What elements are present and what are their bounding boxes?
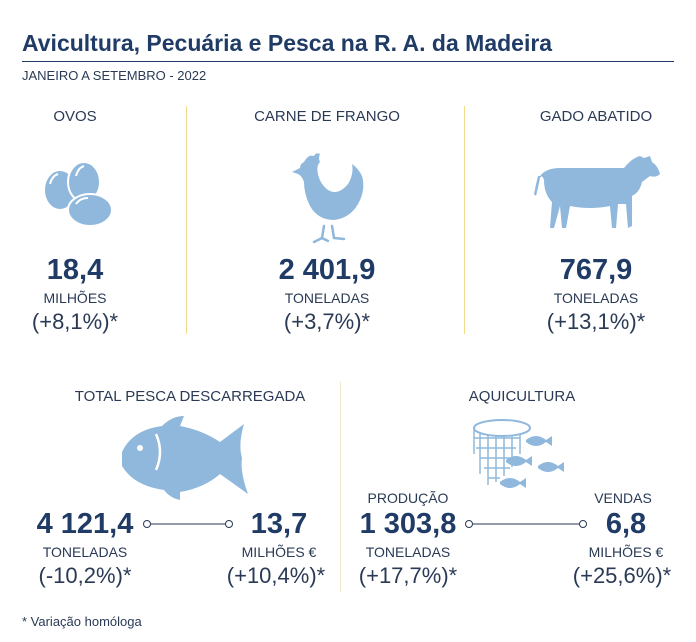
gado-label: GADO ABATIDO [539, 108, 653, 125]
divider-top-2 [464, 106, 465, 334]
divider-bottom [340, 382, 341, 592]
ovos-unit: MILHÕES [43, 290, 107, 306]
panel-frango: CARNE DE FRANGO 2 401,9 TONELADAS (+3,7%… [214, 108, 440, 338]
panel-gado: GADO ABATIDO 767,9 TONELADAS (+13,1%)* [496, 108, 696, 338]
aquicultura-label: AQUICULTURA [468, 388, 576, 405]
pesca-right-value: 13,7 [250, 508, 308, 540]
pesca-label: TOTAL PESCA DESCARREGADA [74, 388, 306, 405]
gado-unit: TONELADAS [553, 290, 639, 306]
divider-top-1 [186, 106, 187, 334]
cow-icon [534, 156, 660, 228]
gado-variation: (+13,1%)* [546, 309, 646, 334]
aquicultura-right-variation: (+25,6%)* [572, 563, 672, 588]
aquicultura-right-value: 6,8 [605, 508, 647, 540]
frango-value: 2 401,9 [278, 254, 376, 286]
ovos-label: OVOS [53, 108, 97, 125]
frango-unit: TONELADAS [284, 290, 370, 306]
aquicultura-right-caption: VENDAS [594, 490, 652, 506]
aquicultura-left-variation: (+17,7%)* [358, 563, 458, 588]
fish-net-icon [473, 419, 564, 488]
ovos-variation: (+8,1%)* [31, 309, 119, 334]
pesca-right-unit: MILHÕES € [241, 544, 317, 560]
ovos-value: 18,4 [46, 254, 104, 286]
aquicultura-right-unit: MILHÕES € [588, 544, 664, 560]
aquicultura-left-caption: PRODUÇÃO [367, 490, 449, 506]
pesca-left-unit: TONELADAS [42, 544, 128, 560]
footnote: * Variação homóloga [22, 614, 142, 629]
frango-variation: (+3,7%)* [283, 309, 371, 334]
chicken-icon [292, 153, 364, 244]
pesca-right-variation: (+10,4%)* [226, 563, 326, 588]
page-subtitle: JANEIRO A SETEMBRO - 2022 [22, 68, 207, 83]
title-rule [22, 61, 674, 62]
aquicultura-connector [465, 520, 587, 528]
eggs-icon [43, 161, 113, 227]
aquicultura-left-value: 1 303,8 [359, 508, 457, 540]
frango-label: CARNE DE FRANGO [254, 108, 400, 125]
pesca-connector [143, 520, 233, 528]
pesca-left-variation: (-10,2%)* [38, 563, 132, 588]
aquicultura-left-unit: TONELADAS [365, 544, 451, 560]
page-title: Avicultura, Pecuária e Pesca na R. A. da… [22, 30, 553, 56]
gado-value: 767,9 [559, 254, 633, 286]
pesca-left-value: 4 121,4 [36, 508, 134, 540]
fish-icon [122, 416, 248, 500]
panel-ovos: OVOS 18,4 MILHÕES (+8,1%)* [0, 108, 150, 338]
